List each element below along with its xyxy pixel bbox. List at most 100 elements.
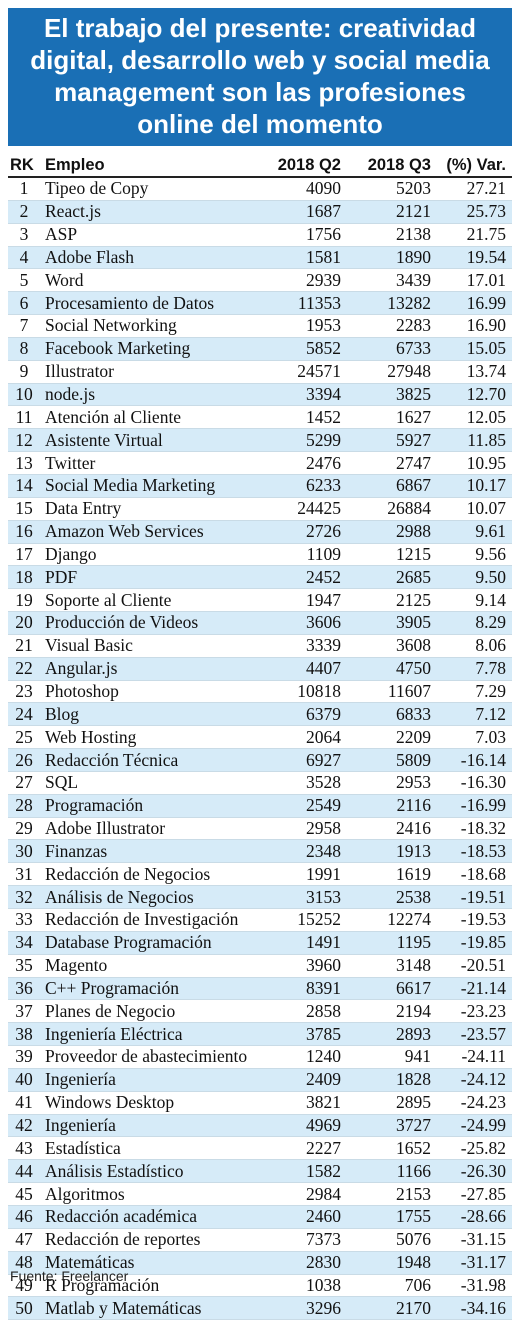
cell-q2: 4090 — [259, 177, 349, 201]
cell-empleo: Illustrator — [40, 360, 259, 384]
cell-variation: 25.73 — [439, 200, 512, 224]
cell-q3: 11607 — [349, 680, 439, 704]
cell-rank: 38 — [8, 1022, 40, 1047]
table-row: 12 Asistente Virtual 5299 5927 11.85 — [8, 428, 512, 453]
table-row: 15 Data Entry 24425 26884 10.07 — [8, 497, 512, 521]
cell-q2: 1756 — [259, 223, 349, 247]
table-row: 32 Análisis de Negocios 3153 2538 -19.51 — [8, 885, 512, 909]
cell-variation: 13.74 — [439, 360, 512, 384]
cell-empleo: Algoritmos — [40, 1182, 259, 1206]
cell-empleo: Ingeniería Eléctrica — [40, 1022, 259, 1047]
cell-rank: 44 — [8, 1159, 40, 1184]
cell-rank: 31 — [8, 862, 40, 887]
cell-rank: 9 — [8, 360, 40, 384]
cell-variation: -31.15 — [439, 1228, 512, 1252]
cell-q2: 2452 — [259, 565, 349, 590]
cell-variation: -16.14 — [439, 748, 512, 772]
cell-variation: 17.01 — [439, 268, 512, 293]
cell-empleo: Redacción de Negocios — [40, 862, 259, 887]
table-row: 8 Facebook Marketing 5852 6733 15.05 — [8, 337, 512, 361]
table-row: 17 Django 1109 1215 9.56 — [8, 543, 512, 567]
cell-q2: 2830 — [259, 1251, 349, 1275]
cell-variation: 7.29 — [439, 680, 512, 704]
cell-q2: 2348 — [259, 839, 349, 864]
cell-rank: 7 — [8, 314, 40, 338]
cell-q2: 3960 — [259, 954, 349, 978]
cell-q3: 2988 — [349, 520, 439, 544]
cell-rank: 40 — [8, 1068, 40, 1092]
table-row: 40 Ingeniería 2409 1828 -24.12 — [8, 1068, 512, 1092]
cell-q2: 1991 — [259, 862, 349, 887]
cell-empleo: Social Networking — [40, 314, 259, 338]
table-row: 41 Windows Desktop 3821 2895 -24.23 — [8, 1091, 512, 1115]
cell-empleo: Análisis Estadístico — [40, 1159, 259, 1184]
cell-q3: 1619 — [349, 862, 439, 887]
cell-empleo: Tipeo de Copy — [40, 177, 259, 201]
cell-rank: 47 — [8, 1228, 40, 1252]
cell-variation: 21.75 — [439, 223, 512, 247]
cell-empleo: SQL — [40, 771, 259, 795]
cell-rank: 36 — [8, 977, 40, 1001]
cell-q2: 1582 — [259, 1159, 349, 1184]
cell-q3: 1890 — [349, 246, 439, 270]
cell-empleo: Blog — [40, 702, 259, 727]
table-row: 20 Producción de Videos 3606 3905 8.29 — [8, 611, 512, 635]
cell-variation: -19.53 — [439, 908, 512, 932]
table-row: 48 Matemáticas 2830 1948 -31.17 — [8, 1251, 512, 1275]
cell-empleo: Web Hosting — [40, 725, 259, 750]
cell-empleo: Visual Basic — [40, 634, 259, 658]
source-note: Fuente: Freelancer — [10, 1268, 129, 1284]
cell-variation: 8.06 — [439, 634, 512, 658]
cell-empleo: Soporte al Cliente — [40, 588, 259, 613]
cell-q2: 6379 — [259, 702, 349, 727]
cell-rank: 22 — [8, 657, 40, 681]
cell-variation: 27.21 — [439, 177, 512, 201]
cell-variation: -31.17 — [439, 1251, 512, 1275]
table-row: 29 Adobe Illustrator 2958 2416 -18.32 — [8, 817, 512, 841]
cell-q3: 2194 — [349, 999, 439, 1024]
cell-q3: 2116 — [349, 794, 439, 818]
table-row: 11 Atención al Cliente 1452 1627 12.05 — [8, 405, 512, 430]
cell-q2: 1581 — [259, 246, 349, 270]
cell-q3: 1195 — [349, 931, 439, 955]
cell-empleo: Redacción de Investigación — [40, 908, 259, 932]
cell-empleo: Angular.js — [40, 657, 259, 681]
cell-empleo: Word — [40, 268, 259, 293]
cell-rank: 37 — [8, 999, 40, 1024]
cell-variation: -24.12 — [439, 1068, 512, 1092]
table-row: 37 Planes de Negocio 2858 2194 -23.23 — [8, 999, 512, 1024]
table-body: 1 Tipeo de Copy 4090 5203 27.21 2 React.js 1687… — [8, 177, 512, 1320]
cell-q3: 706 — [349, 1274, 439, 1298]
cell-q2: 1038 — [259, 1274, 349, 1298]
header-variation: (%) Var. — [439, 154, 512, 178]
cell-rank: 34 — [8, 931, 40, 955]
cell-empleo: C++ Programación — [40, 977, 259, 1001]
cell-rank: 10 — [8, 383, 40, 407]
table-row: 5 Word 2939 3439 17.01 — [8, 268, 512, 293]
cell-q3: 2538 — [349, 885, 439, 909]
cell-empleo: Matlab y Matemáticas — [40, 1296, 259, 1320]
cell-variation: -19.85 — [439, 931, 512, 955]
cell-q2: 3394 — [259, 383, 349, 407]
cell-empleo: Photoshop — [40, 680, 259, 704]
cell-q2: 24571 — [259, 360, 349, 384]
cell-empleo: Redacción Técnica — [40, 748, 259, 772]
cell-q2: 2958 — [259, 817, 349, 841]
cell-rank: 32 — [8, 885, 40, 909]
cell-variation: 8.29 — [439, 611, 512, 635]
cell-q3: 1627 — [349, 405, 439, 430]
cell-empleo: Atención al Cliente — [40, 405, 259, 430]
table-row: 36 C++ Programación 8391 6617 -21.14 — [8, 977, 512, 1001]
cell-q3: 3905 — [349, 611, 439, 635]
cell-variation: -34.16 — [439, 1296, 512, 1320]
cell-variation: 9.14 — [439, 588, 512, 613]
table-row: 44 Análisis Estadístico 1582 1166 -26.30 — [8, 1159, 512, 1184]
cell-rank: 45 — [8, 1182, 40, 1206]
cell-empleo: ASP — [40, 223, 259, 247]
cell-rank: 43 — [8, 1136, 40, 1161]
cell-rank: 6 — [8, 291, 40, 316]
cell-empleo: Matemáticas — [40, 1251, 259, 1275]
cell-q3: 2121 — [349, 200, 439, 224]
header-row: RK Empleo 2018 Q2 2018 Q3 (%) Var. — [8, 154, 512, 178]
cell-q3: 3608 — [349, 634, 439, 658]
